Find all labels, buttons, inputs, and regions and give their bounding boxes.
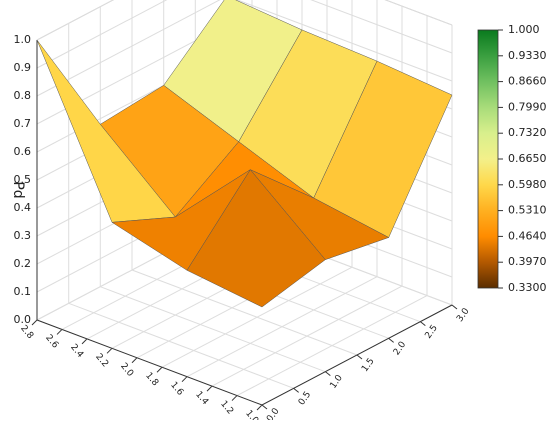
z-axis-label: Pd xyxy=(10,181,26,198)
x-tick-label: 1.2 xyxy=(218,399,235,416)
tick-mark xyxy=(106,347,113,354)
y-tick-label: 2.5 xyxy=(424,323,440,340)
grid-line xyxy=(99,6,326,373)
y-tick-label: 3.0 xyxy=(455,306,472,324)
colorbar-label: 0.5310 xyxy=(508,204,547,217)
z-tick-label: 0.9 xyxy=(14,61,32,74)
tick-mark xyxy=(356,354,363,360)
colorbar-label: 0.9330 xyxy=(508,49,547,62)
y-tick-label: 0.5 xyxy=(297,390,313,407)
tick-mark xyxy=(256,404,263,411)
tick-mark xyxy=(388,337,394,343)
tick-mark xyxy=(231,395,238,401)
colorbar-label: 0.4640 xyxy=(508,229,547,242)
x-tick-label: 2.0 xyxy=(118,361,135,379)
colorbar-label: 0.3970 xyxy=(508,255,547,268)
y-tick-label: 1.5 xyxy=(360,357,376,374)
grid-line xyxy=(36,0,453,41)
z-tick-label: 1.0 xyxy=(14,33,32,46)
x-tick-label: 2.4 xyxy=(68,343,85,361)
y-tick-label: 0.0 xyxy=(265,406,282,420)
grid-line xyxy=(131,0,358,356)
surface-patch xyxy=(186,169,326,308)
z-tick-label: 0.6 xyxy=(14,145,32,158)
z-tick-label: 0.1 xyxy=(14,285,32,298)
tick-mark xyxy=(156,366,163,373)
tick-mark xyxy=(325,371,331,377)
z-tick-label: 0.7 xyxy=(14,117,32,130)
y-tick-label: 2.0 xyxy=(392,340,409,358)
y-tick-label: 1.0 xyxy=(329,373,346,391)
colorbar-label: 1.000 xyxy=(508,23,540,36)
tick-mark xyxy=(131,357,138,364)
tick-mark xyxy=(293,387,299,393)
colorbar-label: 0.7990 xyxy=(508,100,547,113)
tick-mark xyxy=(420,321,426,327)
z-tick-label: 0.2 xyxy=(14,257,32,270)
z-tick-label: 0.8 xyxy=(14,89,32,102)
colorbar-label: 0.3300 xyxy=(508,281,547,294)
tick-mark xyxy=(81,338,88,345)
tick-mark xyxy=(206,385,213,392)
tick-mark xyxy=(31,319,38,326)
tick-mark xyxy=(261,404,268,410)
z-tick-label: 0.5 xyxy=(14,173,32,186)
x-tick-label: 1.8 xyxy=(143,371,160,389)
z-tick-label: 0.4 xyxy=(14,201,32,214)
colorbar-label: 0.8660 xyxy=(508,75,547,88)
z-tick-label: 0.0 xyxy=(14,313,32,326)
tick-mark xyxy=(451,304,458,310)
x-tick-label: 1.6 xyxy=(168,380,185,398)
tick-mark xyxy=(56,329,63,335)
colorbar-label: 0.7320 xyxy=(508,126,547,139)
x-tick-label: 2.6 xyxy=(43,333,60,351)
z-tick-label: 0.3 xyxy=(14,229,32,242)
tick-mark xyxy=(181,376,188,383)
x-tick-label: 2.8 xyxy=(18,324,35,342)
x-tick-label: 1.4 xyxy=(193,390,210,408)
x-tick-label: 2.2 xyxy=(93,352,110,369)
colorbar-label: 0.5980 xyxy=(508,178,547,191)
colorbar xyxy=(477,29,499,289)
axis-line xyxy=(36,40,453,406)
colorbar-label: 0.6650 xyxy=(508,152,547,165)
x-tick-label: 1.0 xyxy=(243,409,260,420)
